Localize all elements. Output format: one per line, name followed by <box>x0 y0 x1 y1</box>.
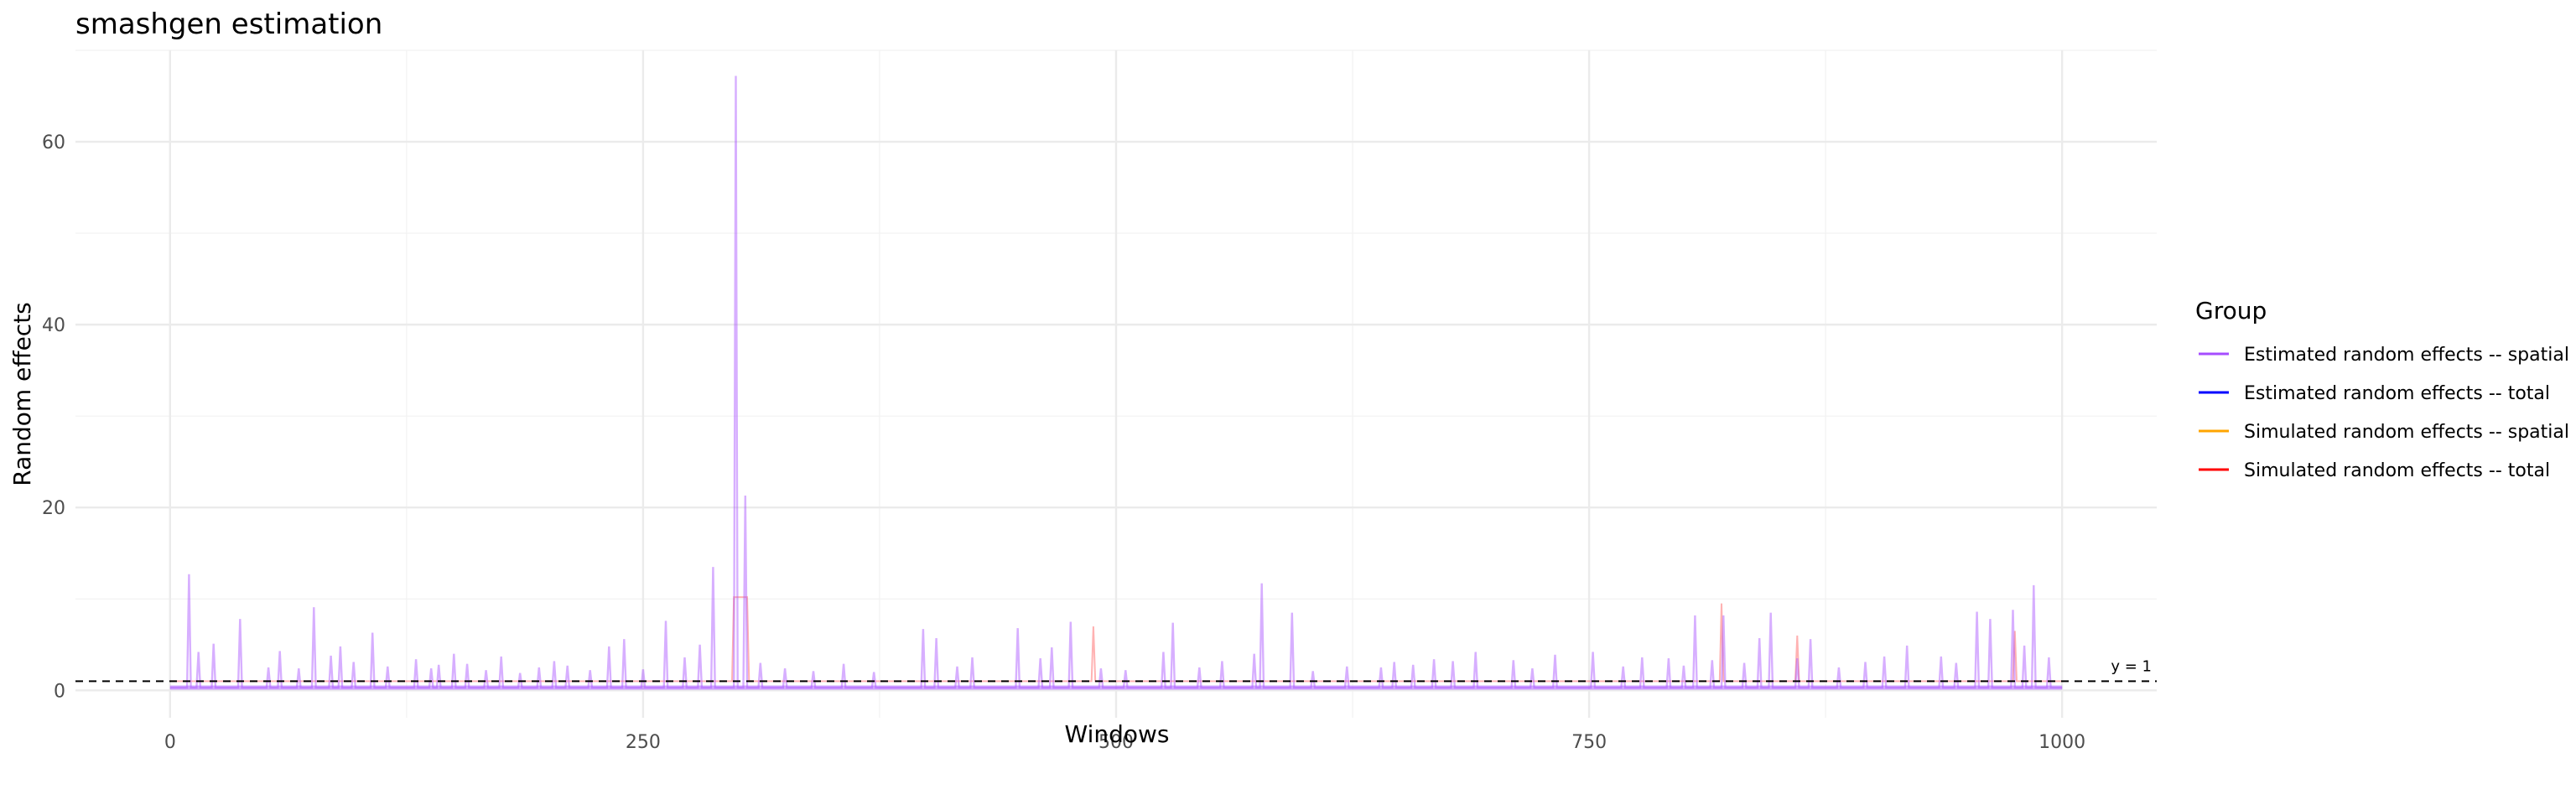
reference-line-label: y = 1 <box>2111 657 2152 675</box>
x-tick-label: 750 <box>1571 732 1607 753</box>
tick-labels: 0 250 500 750 1000 0 20 40 60 <box>42 132 2085 753</box>
series-lines <box>169 75 2063 690</box>
x-tick-label: 250 <box>626 732 661 753</box>
y-tick-label: 60 <box>42 132 65 153</box>
x-tick-label: 500 <box>1098 732 1134 753</box>
legend-title: Group <box>2195 297 2267 325</box>
gridlines <box>75 49 2157 718</box>
legend-item-label: Simulated random effects -- spatial <box>2244 422 2569 443</box>
legend-item-label: Estimated random effects -- spatial <box>2244 345 2569 366</box>
reference-line-group: y = 1 <box>75 657 2157 683</box>
chart-title: smashgen estimation <box>75 8 382 41</box>
legend: Group Estimated random effects -- spatia… <box>2195 297 2569 481</box>
y-tick-label: 40 <box>42 315 65 336</box>
y-tick-label: 0 <box>54 681 65 702</box>
y-axis-title: Random effects <box>8 302 36 486</box>
legend-item-label: Estimated random effects -- total <box>2244 383 2550 404</box>
x-axis-title: Windows <box>1065 720 1170 748</box>
series-line-simulated-total <box>169 596 2063 683</box>
legend-item-label: Simulated random effects -- total <box>2244 460 2550 481</box>
x-tick-label: 1000 <box>2038 732 2085 753</box>
x-tick-label: 0 <box>164 732 176 753</box>
y-tick-label: 20 <box>42 498 65 519</box>
